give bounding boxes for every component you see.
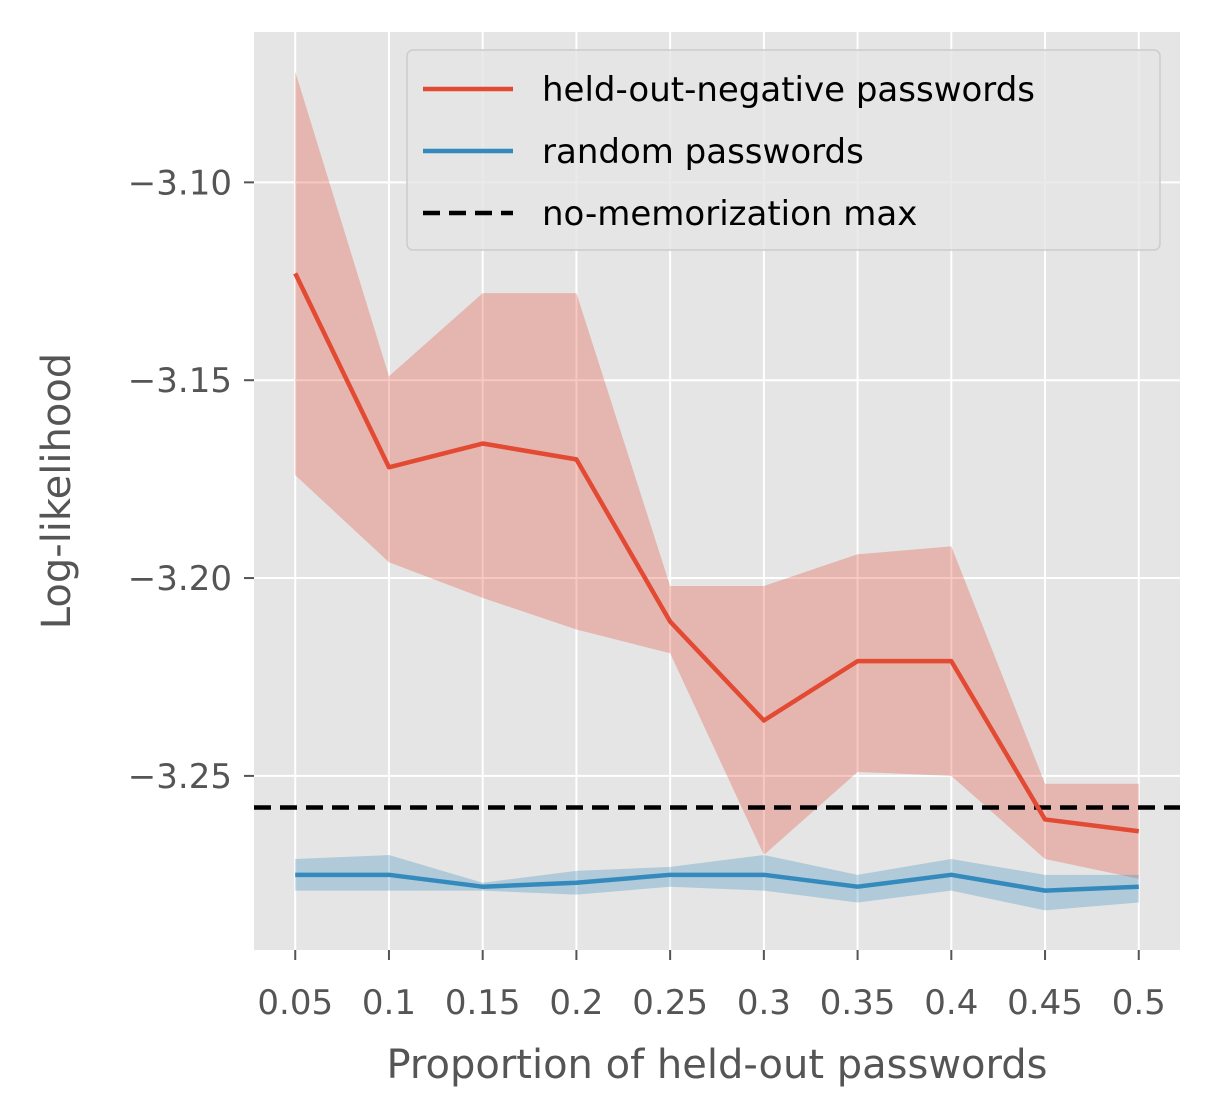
legend-label: held-out-negative passwords [542, 70, 1035, 110]
y-axis-ticks: −3.10 −3.15 −3.20 −3.25 [128, 163, 254, 797]
y-tick-label: −3.25 [128, 757, 232, 797]
x-tick-label: 0.45 [1007, 983, 1083, 1023]
series-line [295, 872, 1139, 893]
x-axis-label: Proportion of held-out passwords [387, 1042, 1048, 1088]
x-axis-ticks: 0.05 0.1 0.15 0.2 0.25 0.3 0.35 0.4 0.45 0.5 [257, 950, 1166, 1023]
x-tick-label: 0.4 [924, 983, 978, 1023]
y-tick-label: −3.10 [128, 163, 232, 203]
x-tick-label: 0.25 [632, 983, 708, 1023]
x-tick-label: 0.35 [820, 983, 896, 1023]
y-axis-label: Log-likelihood [34, 353, 80, 629]
y-tick-label: −3.15 [128, 361, 232, 401]
x-tick-label: 0.3 [737, 983, 791, 1023]
legend-label: no-memorization max [542, 194, 917, 234]
x-tick-label: 0.5 [1112, 983, 1166, 1023]
x-tick-label: 0.05 [257, 983, 333, 1023]
confidence-band [295, 855, 1139, 911]
x-tick-label: 0.1 [362, 983, 416, 1023]
confidence-bands [295, 71, 1139, 911]
series-lines [293, 272, 1140, 893]
legend-box [406, 49, 1161, 251]
confidence-band [295, 71, 1139, 879]
x-tick-label: 0.15 [445, 983, 521, 1023]
x-tick-label: 0.2 [549, 983, 603, 1023]
legend-label: random passwords [542, 132, 864, 172]
legend: held-out-negative passwords random passwo… [406, 49, 1161, 251]
series-line [293, 272, 1140, 834]
y-tick-label: −3.20 [128, 559, 232, 599]
